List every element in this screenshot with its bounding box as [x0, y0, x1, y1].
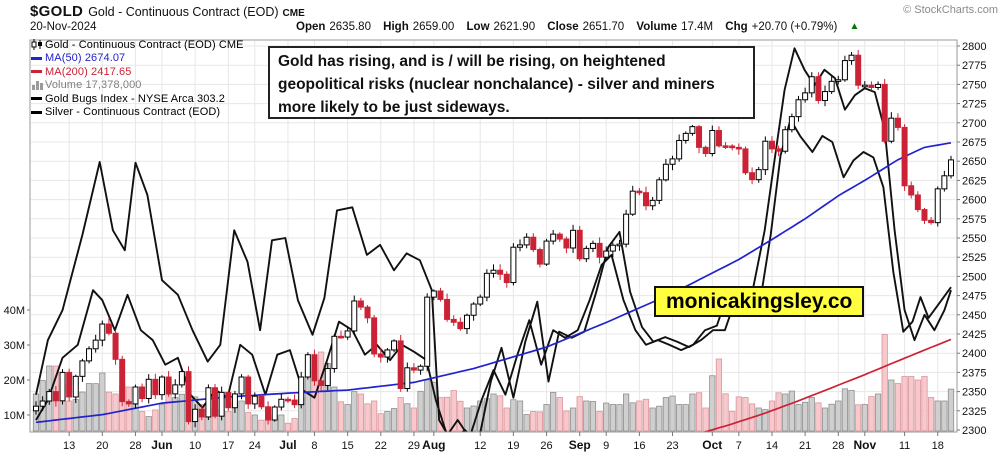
- svg-text:2525: 2525: [962, 252, 986, 264]
- svg-text:23: 23: [666, 440, 678, 452]
- svg-text:28: 28: [832, 440, 844, 452]
- svg-text:24: 24: [249, 440, 261, 452]
- svg-text:2750: 2750: [962, 79, 986, 91]
- svg-text:2400: 2400: [962, 348, 986, 360]
- volume-axis-labels: 40M 30M 20M 10M: [4, 305, 30, 422]
- svg-text:Nov: Nov: [853, 438, 876, 452]
- svg-text:Oct: Oct: [702, 438, 722, 452]
- overlay-lines: [35, 47, 952, 432]
- chart-header: $GOLD Gold - Continuous Contract (EOD) CME: [30, 3, 305, 21]
- svg-text:2725: 2725: [962, 99, 986, 111]
- quote-change: Chg +20.70 (+0.79%): [725, 21, 838, 33]
- legend-item-silver: Silver - Continuous Contract (EOD): [31, 106, 244, 120]
- svg-text:18: 18: [932, 440, 944, 452]
- svg-text:2300: 2300: [962, 425, 986, 437]
- svg-text:11: 11: [899, 440, 910, 452]
- watermark-box: monicakingsley.co: [654, 286, 865, 317]
- svg-text:Sep: Sep: [569, 438, 591, 452]
- svg-text:2600: 2600: [962, 195, 986, 207]
- svg-text:2675: 2675: [962, 137, 986, 149]
- svg-text:2325: 2325: [962, 406, 986, 418]
- ma50-line: [35, 141, 952, 424]
- quote-open: Open 2635.80: [296, 21, 371, 33]
- up-triangle-icon: ▲: [849, 21, 860, 32]
- svg-text:2350: 2350: [962, 387, 986, 399]
- svg-text:10M: 10M: [4, 410, 25, 422]
- svg-text:2500: 2500: [962, 271, 986, 283]
- svg-text:20: 20: [96, 440, 108, 452]
- svg-text:20M: 20M: [4, 375, 25, 387]
- svg-text:28: 28: [129, 440, 141, 452]
- quote-volume: Volume 17.4M: [636, 21, 714, 33]
- svg-text:29: 29: [408, 440, 420, 452]
- svg-text:9: 9: [603, 440, 609, 452]
- svg-text:40M: 40M: [4, 305, 25, 317]
- svg-text:Jul: Jul: [279, 438, 296, 452]
- silver-line-swatch: [31, 110, 42, 114]
- legend-item-volume: Volume 17,378,000: [31, 79, 244, 93]
- svg-text:7: 7: [736, 440, 742, 452]
- svg-text:12: 12: [474, 440, 486, 452]
- svg-text:15: 15: [342, 440, 354, 452]
- svg-text:2450: 2450: [962, 310, 986, 322]
- svg-text:2625: 2625: [962, 175, 986, 187]
- candlestick-icon: [31, 39, 45, 51]
- quote-row: Open 2635.80 High 2659.00 Low 2621.90 Close…: [296, 21, 859, 33]
- svg-text:17: 17: [222, 440, 234, 452]
- svg-text:2375: 2375: [962, 367, 986, 379]
- volume-bars-icon: [31, 80, 45, 91]
- symbol: $GOLD: [30, 3, 84, 20]
- svg-text:13: 13: [63, 440, 75, 452]
- svg-text:2475: 2475: [962, 291, 986, 303]
- svg-text:14: 14: [766, 440, 778, 452]
- svg-text:8: 8: [311, 440, 317, 452]
- svg-text:2800: 2800: [962, 41, 986, 53]
- ma200-line-swatch: [31, 70, 42, 74]
- svg-text:16: 16: [633, 440, 645, 452]
- quote-high: High 2659.00: [383, 21, 455, 33]
- ma50-line-swatch: [31, 56, 42, 60]
- svg-text:2425: 2425: [962, 329, 986, 341]
- volume-bars: [32, 334, 955, 432]
- svg-text:2650: 2650: [962, 156, 986, 168]
- legend-item-gold: Gold - Continuous Contract (EOD) CME: [31, 38, 244, 52]
- svg-text:22: 22: [375, 440, 387, 452]
- svg-text:21: 21: [799, 440, 811, 452]
- stockcharts-credit: © StockCharts.com: [903, 4, 998, 16]
- svg-text:30M: 30M: [4, 340, 25, 352]
- exchange-label: CME: [282, 8, 305, 19]
- legend-item-ma200: MA(200) 2417.65: [31, 65, 244, 79]
- quote-low: Low 2621.90: [466, 21, 536, 33]
- gold-bugs-line-swatch: [31, 97, 42, 101]
- legend-item-gold-bugs: Gold Bugs Index - NYSE Arca 303.2: [31, 92, 244, 106]
- gold-bugs-index-line: [35, 47, 952, 432]
- silver-line: [35, 118, 952, 432]
- chart-date: 20-Nov-2024: [30, 21, 97, 33]
- instrument-name: Gold - Continuous Contract (EOD): [88, 5, 279, 19]
- svg-text:2700: 2700: [962, 118, 986, 130]
- quote-close: Close 2651.70: [547, 21, 625, 33]
- annotation-box: Gold has rising, and is / will be rising…: [268, 46, 755, 119]
- price-axis-labels: 2800 2775 2750 2725 2700 2675 2650 2625 2600 2575…: [957, 41, 986, 437]
- svg-text:10: 10: [189, 440, 201, 452]
- svg-text:2550: 2550: [962, 233, 986, 245]
- svg-text:2775: 2775: [962, 60, 986, 72]
- plot-border: [29, 39, 958, 433]
- svg-text:19: 19: [507, 440, 519, 452]
- svg-text:Aug: Aug: [422, 438, 445, 452]
- svg-text:Jun: Jun: [151, 438, 172, 452]
- svg-text:26: 26: [540, 440, 552, 452]
- date-axis-labels: 13 20 28 Jun 10 17 24 Jul 8 15 22 29 Aug 12 19 26 Sep 9 16…: [63, 432, 944, 452]
- chart-legend: Gold - Continuous Contract (EOD) CME MA(…: [31, 38, 244, 119]
- legend-item-ma50: MA(50) 2674.07: [31, 52, 244, 66]
- candlestick-series: [33, 49, 954, 428]
- ma200-line: [703, 338, 952, 432]
- svg-text:2575: 2575: [962, 214, 986, 226]
